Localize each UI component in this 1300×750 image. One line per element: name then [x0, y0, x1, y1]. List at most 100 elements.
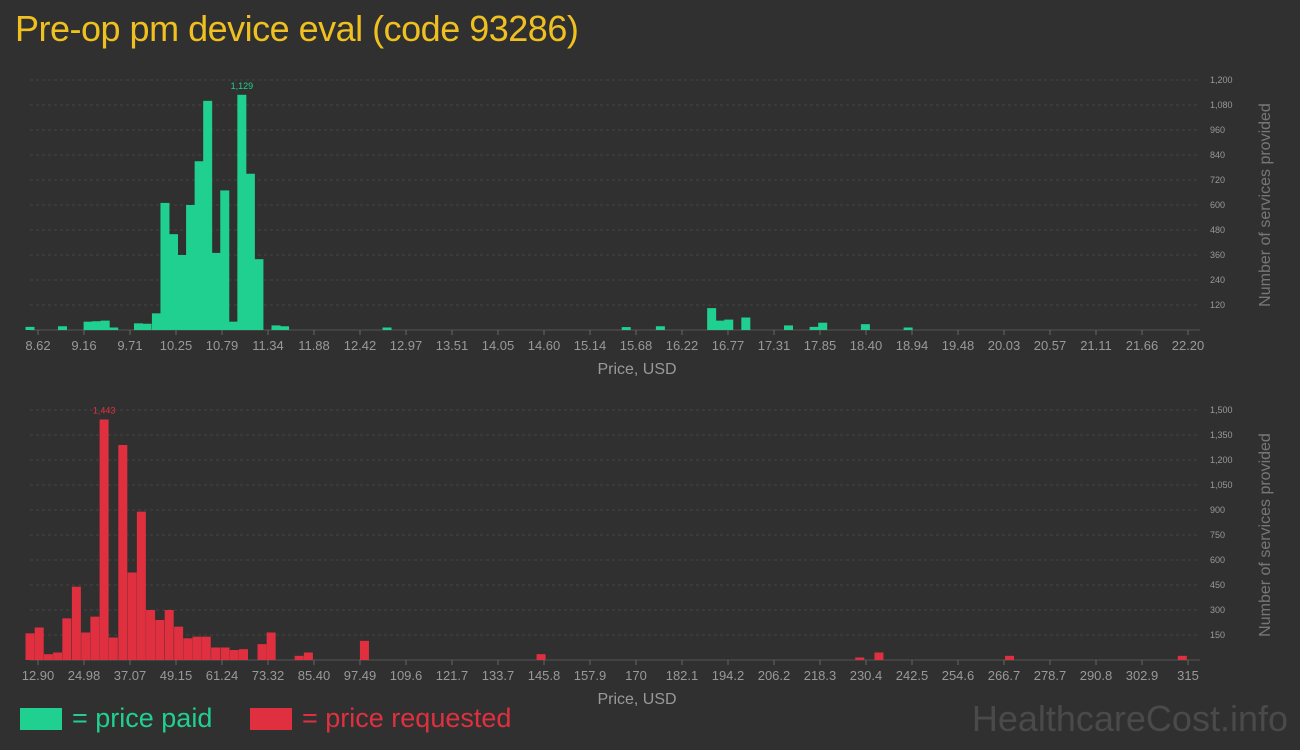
requested-x-tick: 37.07	[114, 668, 147, 683]
requested-bar	[266, 632, 276, 660]
paid-x-tick: 14.60	[528, 338, 561, 353]
paid-bar	[237, 94, 247, 330]
paid-bar	[280, 326, 290, 330]
paid-x-tick: 18.94	[896, 338, 929, 353]
paid-bar	[203, 100, 213, 330]
legend-paid: = price paid	[20, 703, 212, 734]
requested-x-tick: 12.90	[22, 668, 55, 683]
requested-x-axis-label: Price, USD	[597, 691, 676, 708]
requested-x-tick: 278.7	[1034, 668, 1067, 683]
requested-bar	[874, 652, 884, 660]
paid-x-tick: 9.16	[71, 338, 96, 353]
requested-x-tick: 145.8	[528, 668, 561, 683]
requested-bar	[257, 644, 267, 660]
paid-y-tick: 480	[1210, 225, 1225, 235]
paid-bar	[715, 320, 725, 330]
requested-y-tick: 150	[1210, 630, 1225, 640]
requested-y-tick: 1,350	[1210, 430, 1233, 440]
page-title: Pre-op pm device eval (code 93286)	[15, 8, 579, 49]
paid-bar	[25, 326, 35, 330]
paid-bar	[133, 323, 143, 330]
paid-bar	[903, 327, 913, 330]
requested-bar	[155, 620, 165, 660]
requested-x-tick: 266.7	[988, 668, 1021, 683]
paid-bar	[818, 322, 828, 330]
requested-bar	[118, 445, 128, 660]
requested-bar	[90, 616, 100, 660]
requested-bar	[53, 652, 63, 660]
requested-x-tick: 315	[1177, 668, 1199, 683]
requested-x-tick: 290.8	[1080, 668, 1113, 683]
paid-y-tick: 360	[1210, 250, 1225, 260]
paid-x-tick: 21.11	[1080, 338, 1112, 353]
requested-x-tick: 49.15	[160, 668, 193, 683]
paid-x-tick: 10.25	[160, 338, 193, 353]
paid-x-tick: 18.40	[850, 338, 883, 353]
requested-bar	[99, 419, 109, 660]
requested-y-axis-label: Number of services provided	[1257, 433, 1274, 637]
requested-y-tick: 1,500	[1210, 405, 1233, 415]
requested-bar	[62, 618, 72, 660]
requested-x-tick: 230.4	[850, 668, 883, 683]
requested-x-tick: 194.2	[712, 668, 745, 683]
paid-y-tick: 960	[1210, 125, 1225, 135]
requested-bar	[359, 640, 369, 660]
paid-bar	[809, 326, 819, 330]
paid-bar	[707, 308, 717, 330]
paid-bar	[724, 319, 734, 330]
paid-bar	[100, 320, 110, 330]
paid-y-tick: 1,080	[1210, 100, 1233, 110]
requested-y-tick: 900	[1210, 505, 1225, 515]
paid-x-tick: 15.68	[620, 338, 653, 353]
paid-x-tick: 13.51	[436, 338, 469, 353]
requested-x-tick: 218.3	[804, 668, 837, 683]
requested-bar	[294, 655, 304, 660]
requested-bar	[34, 627, 44, 660]
paid-bar	[655, 326, 665, 330]
requested-max-label: 1,443	[93, 406, 116, 416]
requested-bar	[1005, 655, 1015, 660]
paid-bar	[142, 323, 152, 330]
paid-y-tick: 1,200	[1210, 75, 1233, 85]
paid-bar	[741, 317, 751, 330]
requested-bar	[201, 636, 211, 660]
requested-bar	[127, 572, 137, 660]
requested-x-tick: 242.5	[896, 668, 929, 683]
paid-bar	[254, 259, 264, 330]
requested-x-tick: 121.7	[436, 668, 469, 683]
paid-x-axis-label: Price, USD	[597, 361, 676, 378]
requested-y-tick: 1,200	[1210, 455, 1233, 465]
paid-x-tick: 17.85	[804, 338, 837, 353]
paid-x-tick: 19.48	[942, 338, 975, 353]
requested-y-tick: 600	[1210, 555, 1225, 565]
paid-bar	[109, 327, 119, 330]
requested-x-tick: 85.40	[298, 668, 331, 683]
paid-x-tick: 15.14	[574, 338, 607, 353]
paid-y-tick: 120	[1210, 300, 1225, 310]
legend-requested-label: = price requested	[302, 703, 512, 733]
requested-bar	[108, 637, 118, 660]
requested-x-tick: 182.1	[666, 668, 699, 683]
requested-x-tick: 24.98	[68, 668, 101, 683]
legend-paid-label: = price paid	[72, 703, 213, 733]
requested-bar	[43, 654, 53, 660]
requested-bar	[71, 586, 81, 660]
paid-x-tick: 22.20	[1172, 338, 1205, 353]
requested-bar	[220, 647, 230, 660]
requested-bar	[211, 647, 221, 660]
paid-max-label: 1,129	[231, 81, 254, 91]
requested-x-tick: 302.9	[1126, 668, 1159, 683]
requested-bar	[229, 650, 239, 660]
chart-price-requested: 150 300 450 600 750 900 1,050 1,200 1,350 1,500 12…	[22, 405, 1274, 708]
paid-x-tick: 21.66	[1126, 338, 1159, 353]
paid-bar	[151, 313, 161, 330]
paid-bar	[169, 234, 179, 330]
requested-y-tick: 1,050	[1210, 480, 1233, 490]
requested-y-tick: 300	[1210, 605, 1225, 615]
requested-x-tick: 73.32	[252, 668, 285, 683]
requested-y-tick: 750	[1210, 530, 1225, 540]
paid-x-tick: 16.22	[666, 338, 699, 353]
paid-x-tick: 14.05	[482, 338, 515, 353]
paid-bar	[228, 321, 238, 330]
paid-bar	[57, 326, 67, 330]
